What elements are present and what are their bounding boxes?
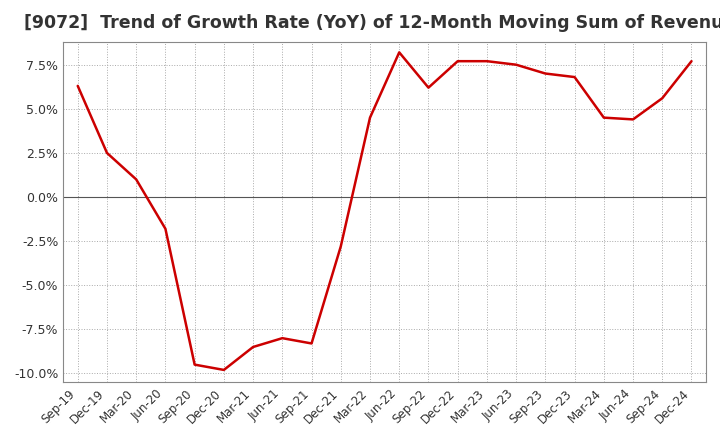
Title: [9072]  Trend of Growth Rate (YoY) of 12-Month Moving Sum of Revenues: [9072] Trend of Growth Rate (YoY) of 12-… — [24, 14, 720, 32]
